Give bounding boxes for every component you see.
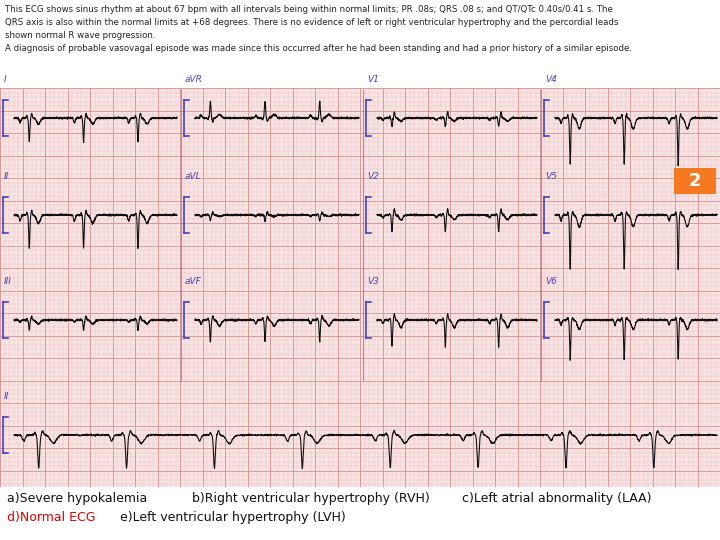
Text: V4: V4 — [545, 75, 557, 84]
Text: V6: V6 — [545, 277, 557, 286]
Text: d)Normal ECG: d)Normal ECG — [7, 511, 96, 524]
Text: V5: V5 — [545, 172, 557, 181]
Text: V1: V1 — [367, 75, 379, 84]
Text: I: I — [4, 75, 6, 84]
Text: shown normal R wave progression.: shown normal R wave progression. — [5, 31, 156, 40]
Text: e)Left ventricular hypertrophy (LVH): e)Left ventricular hypertrophy (LVH) — [120, 511, 346, 524]
Text: V3: V3 — [367, 277, 379, 286]
Text: aVR: aVR — [185, 75, 203, 84]
Text: 2: 2 — [689, 172, 701, 190]
Text: A diagnosis of probable vasovagal episode was made since this occurred after he : A diagnosis of probable vasovagal episod… — [5, 44, 632, 53]
Text: II: II — [4, 392, 9, 401]
Text: c)Left atrial abnormality (LAA): c)Left atrial abnormality (LAA) — [462, 492, 652, 505]
Bar — [674, 168, 716, 194]
Text: This ECG shows sinus rhythm at about 67 bpm with all intervals being within norm: This ECG shows sinus rhythm at about 67 … — [5, 5, 613, 14]
Text: aVL: aVL — [185, 172, 202, 181]
Text: III: III — [4, 277, 12, 286]
Text: V2: V2 — [367, 172, 379, 181]
Text: a)Severe hypokalemia: a)Severe hypokalemia — [7, 492, 148, 505]
Bar — [0, 88, 720, 487]
Text: QRS axis is also within the normal limits at +68 degrees. There is no evidence o: QRS axis is also within the normal limit… — [5, 18, 618, 27]
Bar — [0, 487, 720, 540]
Text: aVF: aVF — [185, 277, 202, 286]
Text: II: II — [4, 172, 9, 181]
Text: b)Right ventricular hypertrophy (RVH): b)Right ventricular hypertrophy (RVH) — [192, 492, 430, 505]
